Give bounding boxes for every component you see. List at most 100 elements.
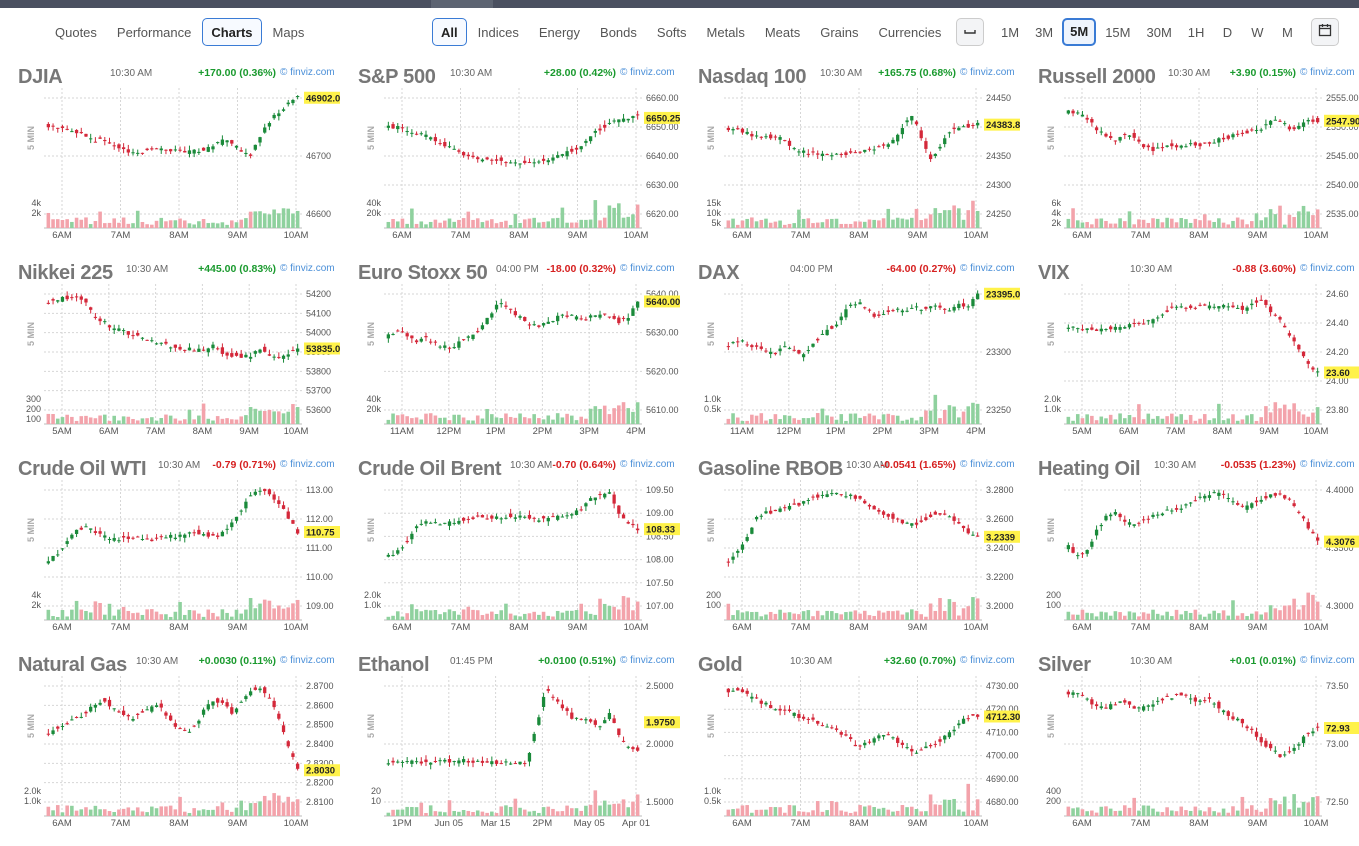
- candle-body: [51, 125, 55, 127]
- volume-tick-label: 20k: [366, 208, 381, 218]
- volume-bar: [1212, 418, 1216, 424]
- volume-bar: [900, 614, 905, 620]
- chart-title[interactable]: DAX: [698, 262, 740, 284]
- chart-panel-vix[interactable]: VIX 10:30 AM -0.88 (3.60%) © finviz.com 24.6…: [1020, 258, 1359, 454]
- last-price-tag: [644, 523, 680, 536]
- timeframe-5m[interactable]: 5M: [1062, 18, 1097, 46]
- tab-charts[interactable]: Charts: [202, 18, 262, 46]
- chart-title[interactable]: Gasoline RBOB: [698, 458, 844, 480]
- chart-canvas[interactable]: 4680046700466006AM7AM8AM9AM10AM5 MIN4k2k…: [0, 80, 340, 256]
- chart-title[interactable]: Russell 2000: [1038, 66, 1156, 88]
- volume-bar: [46, 806, 51, 816]
- chart-panel-silver[interactable]: Silver 10:30 AM +0.01 (0.01%) © finviz.com 7…: [1020, 650, 1359, 846]
- volume-bar: [541, 807, 546, 816]
- chart-title[interactable]: Natural Gas: [18, 654, 127, 676]
- chart-panel-nasdaq-100[interactable]: Nasdaq 100 10:30 AM +165.75 (0.68%) © finvi…: [680, 62, 1020, 258]
- chart-canvas[interactable]: 2.87002.86002.85002.84002.83002.82002.81…: [0, 668, 340, 844]
- timeframe-w[interactable]: W: [1251, 25, 1264, 40]
- chart-canvas[interactable]: 23350233002325011AM12PM1PM2PM3PM4PM5 MIN…: [680, 276, 1020, 452]
- timeframe-1h[interactable]: 1H: [1187, 25, 1205, 40]
- chart-title[interactable]: S&P 500: [358, 66, 436, 88]
- candle-body: [405, 131, 409, 133]
- chart-canvas[interactable]: 24450244002435024300242506AM7AM8AM9AM10A…: [680, 80, 1020, 256]
- candle-body: [117, 144, 121, 149]
- candle-body: [98, 531, 102, 534]
- timeframe-1m[interactable]: 1M: [1001, 25, 1020, 40]
- timeframe-3m[interactable]: 3M: [1035, 25, 1054, 40]
- chart-panel-nikkei-225[interactable]: Nikkei 225 10:30 AM +445.00 (0.83%) © finvi…: [0, 258, 340, 454]
- chart-panel-gasoline-rbob[interactable]: Gasoline RBOB 10:30 AM -0.0541 (1.65%) © fi…: [680, 454, 1020, 650]
- candle-body: [159, 148, 163, 151]
- group-tab-currencies[interactable]: Currencies: [878, 25, 942, 40]
- group-tab-indices[interactable]: Indices: [477, 25, 519, 40]
- chart-canvas[interactable]: 542005410054000539005380053700536005AM6A…: [0, 276, 340, 452]
- chart-panel-russell-2000[interactable]: Russell 2000 10:30 AM +3.90 (0.15%) © finvi…: [1020, 62, 1359, 258]
- volume-bar: [1268, 209, 1273, 228]
- tab-maps[interactable]: Maps: [272, 25, 305, 40]
- chart-panel-s-p-500[interactable]: S&P 500 10:30 AM +28.00 (0.42%) © finviz.co…: [340, 62, 680, 258]
- chart-panel-natural-gas[interactable]: Natural Gas 10:30 AM +0.0030 (0.11%) © finv…: [0, 650, 340, 846]
- candlestick-toggle-icon[interactable]: [956, 18, 984, 46]
- chart-title[interactable]: Nasdaq 100: [698, 66, 807, 88]
- volume-bar: [588, 219, 593, 228]
- chart-title[interactable]: Euro Stoxx 50: [358, 262, 488, 284]
- chart-panel-crude-oil-wti[interactable]: Crude Oil WTI 10:30 AM -0.79 (0.71%) © finv…: [0, 454, 340, 650]
- chart-title[interactable]: Crude Oil WTI: [18, 458, 147, 480]
- chart-panel-djia[interactable]: DJIA 10:30 AM +170.00 (0.36%) © finviz.com 4…: [0, 62, 340, 258]
- group-tab-bonds[interactable]: Bonds: [600, 25, 637, 40]
- chart-title[interactable]: Gold: [698, 654, 743, 676]
- volume-bar: [537, 222, 541, 228]
- volume-bar: [1207, 420, 1212, 424]
- chart-title[interactable]: Crude Oil Brent: [358, 458, 502, 480]
- volume-bar: [830, 218, 834, 228]
- candle-body: [121, 710, 126, 715]
- group-tab-meats[interactable]: Meats: [764, 25, 801, 40]
- chart-panel-euro-stoxx-50[interactable]: Euro Stoxx 50 04:00 PM -18.00 (0.32%) © fin…: [340, 258, 680, 454]
- chart-panel-gold[interactable]: Gold 10:30 AM +32.60 (0.70%) © finviz.com 47…: [680, 650, 1020, 846]
- chart-title[interactable]: Ethanol: [358, 654, 430, 676]
- chart-canvas[interactable]: 4730.004720.004710.004700.004690.004680.…: [680, 668, 1020, 844]
- chart-title[interactable]: Nikkei 225: [18, 262, 113, 284]
- group-tab-all[interactable]: All: [432, 18, 467, 46]
- y-tick-label: 5630.00: [646, 328, 679, 338]
- chart-panel-crude-oil-brent[interactable]: Crude Oil Brent 10:30 AM -0.70 (0.64%) © fi…: [340, 454, 680, 650]
- calendar-icon[interactable]: [1311, 18, 1340, 46]
- timeframe-m[interactable]: M: [1281, 25, 1293, 40]
- candle-body: [216, 348, 220, 350]
- group-tab-grains[interactable]: Grains: [820, 25, 859, 40]
- group-tab-energy[interactable]: Energy: [538, 25, 581, 40]
- group-tab-metals[interactable]: Metals: [706, 25, 745, 40]
- chart-title[interactable]: Silver: [1038, 654, 1091, 676]
- volume-bar: [60, 220, 65, 228]
- timeframe-30m[interactable]: 30M: [1146, 25, 1172, 40]
- candle-body: [509, 513, 513, 517]
- candle-body: [574, 717, 579, 719]
- volume-bar: [740, 220, 745, 228]
- chart-panel-ethanol[interactable]: Ethanol 01:45 PM +0.0100 (0.51%) © finviz.c…: [340, 650, 680, 846]
- chart-panel-dax[interactable]: DAX 04:00 PM -64.00 (0.27%) © finviz.com 233…: [680, 258, 1020, 454]
- volume-bar: [825, 415, 829, 424]
- group-tab-softs[interactable]: Softs: [656, 25, 687, 40]
- chart-panel-heating-oil[interactable]: Heating Oil 10:30 AM -0.0535 (1.23%) © finv…: [1020, 454, 1359, 650]
- volume-bar: [815, 222, 820, 228]
- chart-title[interactable]: DJIA: [18, 66, 63, 88]
- candle-body: [386, 554, 390, 557]
- chart-title[interactable]: VIX: [1038, 262, 1070, 284]
- chart-title[interactable]: Heating Oil: [1038, 458, 1141, 480]
- tab-quotes[interactable]: Quotes: [55, 25, 97, 40]
- timeframe-d[interactable]: D: [1222, 25, 1233, 40]
- tab-performance[interactable]: Performance: [116, 25, 192, 40]
- volume-bar: [197, 221, 201, 228]
- volume-bar: [414, 609, 419, 620]
- timeframe-15m[interactable]: 15M: [1105, 25, 1131, 40]
